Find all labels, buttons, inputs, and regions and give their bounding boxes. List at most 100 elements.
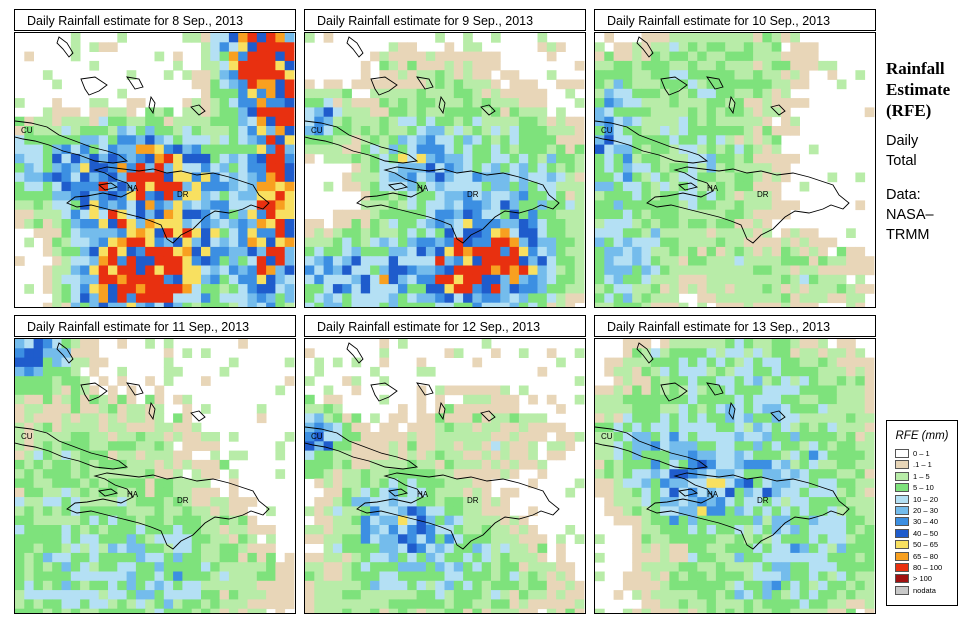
rain-cell xyxy=(688,256,698,266)
rain-cell xyxy=(472,219,483,229)
rain-cell xyxy=(182,562,193,572)
rain-cell xyxy=(715,590,726,600)
rain-cell xyxy=(33,348,44,358)
rain-cell xyxy=(808,580,819,591)
rain-cell xyxy=(201,153,211,164)
rain-cell xyxy=(89,302,100,307)
rain-cell xyxy=(173,265,183,276)
rain-cell xyxy=(219,107,230,118)
rain-cell xyxy=(323,422,334,433)
rain-cell xyxy=(135,237,146,248)
rain-cell xyxy=(518,246,529,257)
rain-cell xyxy=(528,144,538,155)
rain-cell xyxy=(425,515,436,526)
rain-cell xyxy=(126,200,137,211)
rain-cell xyxy=(472,422,483,433)
rain-cell xyxy=(33,116,44,127)
rain-cell xyxy=(537,580,548,591)
rain-cell xyxy=(182,571,193,582)
rain-cell xyxy=(595,441,605,451)
rain-cell xyxy=(332,153,343,164)
rain-cell xyxy=(799,376,810,386)
rain-cell xyxy=(70,515,81,526)
rain-cell xyxy=(416,404,427,414)
rain-cell xyxy=(145,534,155,544)
rain-cell xyxy=(305,265,315,276)
rain-cell xyxy=(453,385,464,396)
rain-cell xyxy=(546,163,557,173)
rain-cell xyxy=(546,153,557,164)
rain-cell xyxy=(256,543,267,554)
rain-cell xyxy=(98,497,109,507)
rain-cell xyxy=(425,228,436,238)
rain-cell xyxy=(425,153,436,164)
legend-swatch xyxy=(895,471,909,481)
rain-cell xyxy=(463,181,473,192)
rain-cell xyxy=(284,599,295,610)
rain-cell xyxy=(238,534,248,544)
rain-cell xyxy=(706,571,717,582)
rain-cell xyxy=(753,385,763,396)
rain-cell xyxy=(650,608,661,613)
rain-cell xyxy=(275,219,286,229)
rain-cell xyxy=(201,88,211,99)
label-cuba: CU xyxy=(21,126,33,135)
rain-cell xyxy=(435,293,445,304)
rain-cell xyxy=(688,571,698,582)
rain-cell xyxy=(762,422,773,433)
rain-cell xyxy=(24,191,34,201)
rain-cell xyxy=(546,228,557,238)
rain-cell xyxy=(444,543,455,554)
rain-cell xyxy=(771,450,782,461)
rain-cell xyxy=(509,219,520,229)
rain-cell xyxy=(435,543,445,554)
rain-cell xyxy=(370,98,380,108)
rain-cell xyxy=(660,422,670,433)
rain-cell xyxy=(518,265,529,276)
rain-cell xyxy=(398,219,408,229)
rain-cell xyxy=(247,79,258,90)
rain-cell xyxy=(546,599,557,610)
rain-cell xyxy=(669,265,680,276)
rain-cell xyxy=(163,144,174,155)
rain-cell xyxy=(98,219,109,229)
rain-cell xyxy=(407,265,417,276)
rain-cell xyxy=(762,265,773,276)
rain-cell xyxy=(463,497,473,507)
rain-cell xyxy=(650,265,661,276)
rain-cell xyxy=(351,116,362,127)
rain-cell xyxy=(613,116,624,127)
rain-cell xyxy=(238,580,248,591)
legend-item: 10 – 20 xyxy=(887,494,957,505)
rain-cell xyxy=(650,228,661,238)
rain-cell xyxy=(546,126,557,136)
rain-cell xyxy=(52,385,62,396)
rain-cell xyxy=(734,534,745,544)
rain-cell xyxy=(678,107,689,118)
rain-cell xyxy=(669,181,680,192)
rain-cell xyxy=(574,284,585,294)
rain-cell xyxy=(781,256,791,266)
rain-cell xyxy=(305,413,315,424)
rain-cell xyxy=(135,163,146,173)
rain-cell xyxy=(491,413,501,424)
rain-cell xyxy=(379,107,390,118)
rain-cell xyxy=(725,153,735,164)
rain-cell xyxy=(210,552,220,563)
rain-cell xyxy=(556,126,566,136)
rain-cell xyxy=(463,608,473,613)
rain-cell xyxy=(790,98,800,108)
rain-cell xyxy=(771,200,782,211)
rain-cell xyxy=(715,339,726,349)
rain-cell xyxy=(706,256,717,266)
legend-title: RFE (mm) xyxy=(895,430,949,442)
rain-cell xyxy=(846,228,856,238)
rain-cell xyxy=(370,200,380,211)
rain-cell xyxy=(781,293,791,304)
rain-cell xyxy=(632,265,642,276)
rain-cell xyxy=(117,228,127,238)
rain-cell xyxy=(771,79,782,90)
rain-cell xyxy=(846,394,856,405)
rain-cell xyxy=(379,60,390,71)
rain-cell xyxy=(182,450,193,461)
